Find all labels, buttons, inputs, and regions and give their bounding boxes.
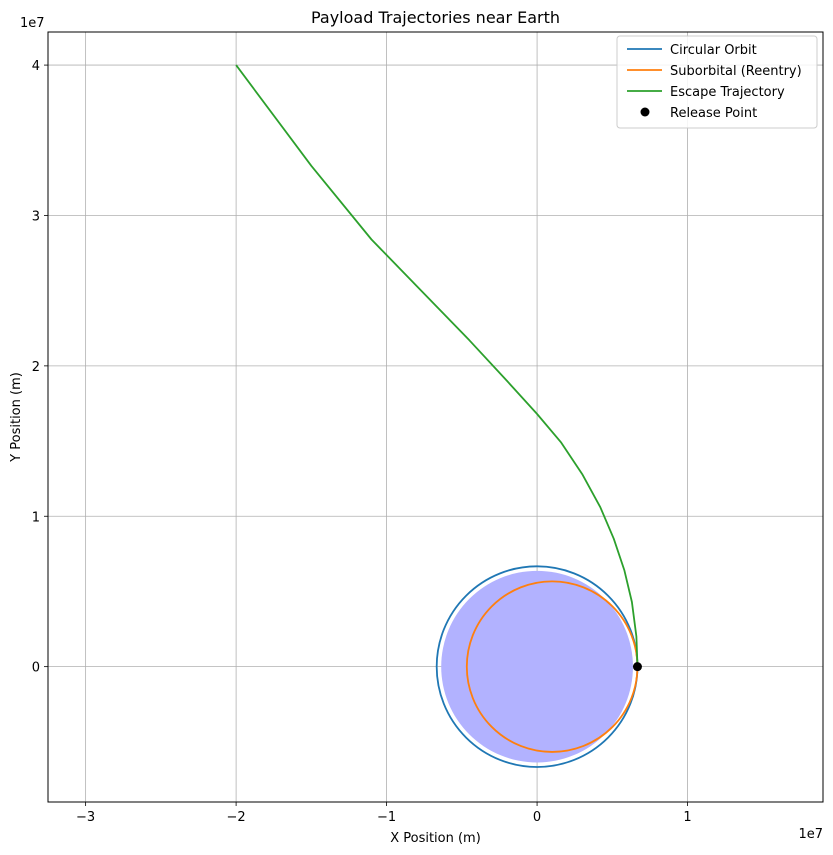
y-tick-label: 3 — [32, 209, 40, 224]
escape-trajectory-line — [235, 64, 639, 667]
x-axis-label: X Position (m) — [390, 831, 481, 846]
y-axis-offset-text: 1e7 — [20, 16, 45, 31]
earth-disk — [441, 570, 633, 763]
x-tick-label: 1 — [683, 810, 691, 825]
legend-box — [616, 35, 818, 129]
legend-label-release-point: Release Point — [670, 106, 757, 121]
plot-area — [235, 64, 642, 768]
legend-label-suborbital-reentry: Suborbital (Reentry) — [670, 64, 802, 79]
y-tick-label: 1 — [32, 510, 40, 525]
legend: Circular Orbit Suborbital (Reentry) Escape… — [616, 35, 818, 129]
axes-frame — [47, 31, 824, 803]
ticks: −3 −2 −1 0 1 0 1 2 3 4 — [32, 59, 692, 825]
x-tick-label: 0 — [533, 810, 541, 825]
release-point-marker — [632, 662, 642, 672]
legend-swatch-release-point — [640, 107, 650, 117]
grid — [48, 32, 823, 802]
legend-label-circular-orbit: Circular Orbit — [670, 43, 757, 58]
chart-title: Payload Trajectories near Earth — [311, 8, 560, 27]
x-tick-label: −2 — [227, 810, 246, 825]
x-axis-offset-text: 1e7 — [798, 827, 823, 842]
legend-label-escape-trajectory: Escape Trajectory — [670, 85, 785, 100]
y-tick-label: 4 — [32, 59, 40, 74]
y-axis-label: Y Position (m) — [9, 372, 24, 463]
x-tick-label: −3 — [76, 810, 95, 825]
y-tick-label: 0 — [32, 661, 40, 676]
x-tick-label: −1 — [377, 810, 396, 825]
y-tick-label: 2 — [32, 360, 40, 375]
